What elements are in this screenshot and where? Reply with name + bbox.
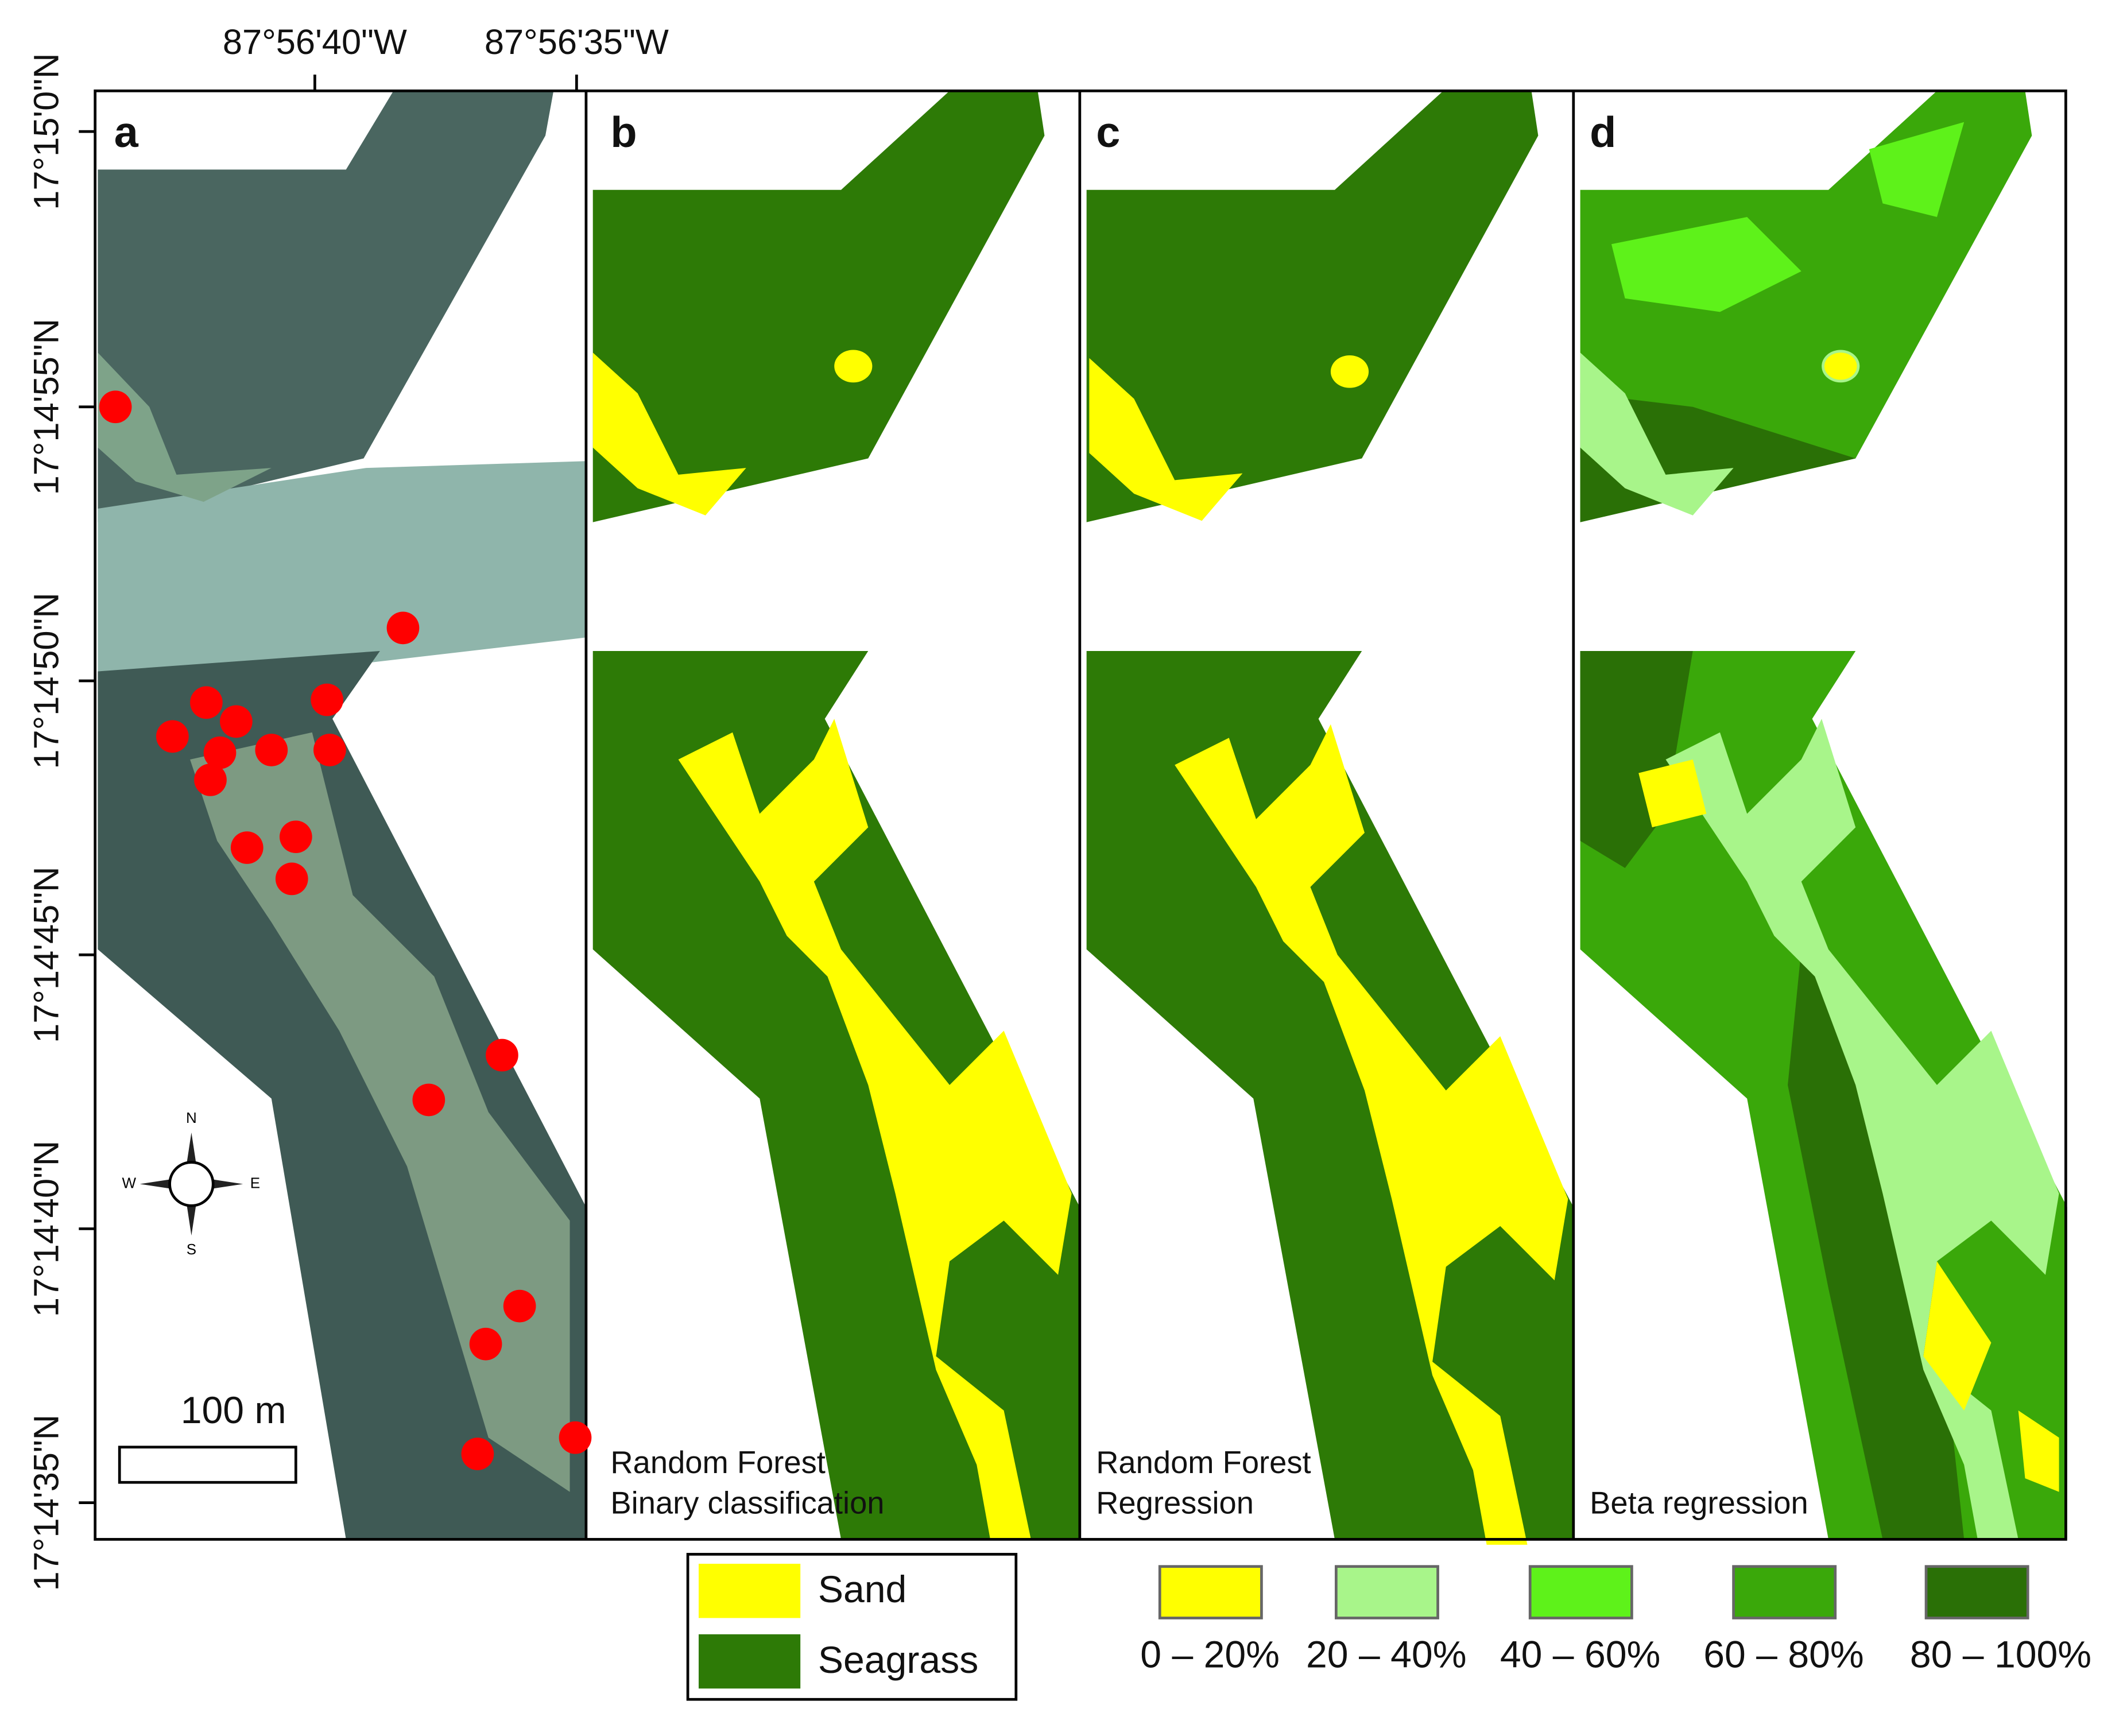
compass: N S W E — [122, 1109, 260, 1258]
sample-point — [279, 820, 312, 854]
legend-swatch — [1158, 1565, 1263, 1619]
map-shape — [190, 732, 570, 1492]
sample-point — [99, 390, 132, 424]
panel-caption: Beta regression — [1590, 1486, 1808, 1521]
legend-label: Sand — [818, 1568, 906, 1611]
panel-a-image — [98, 91, 586, 1540]
panel-caption: Random Forest — [610, 1445, 825, 1480]
panel-caption: Random Forest — [1096, 1445, 1311, 1480]
legend-swatch — [698, 1563, 801, 1618]
cover-high — [1580, 393, 1965, 1540]
sample-point — [230, 831, 264, 864]
latitude-label: 17°14'35"N — [27, 1415, 67, 1591]
legend-swatch — [1528, 1565, 1633, 1619]
legend-swatch — [1924, 1565, 2029, 1619]
panel-b-map — [592, 91, 1080, 1540]
frames — [79, 74, 2067, 1541]
latitude-label: 17°14'55"N — [27, 319, 67, 495]
compass-n: N — [186, 1109, 197, 1126]
cover-mid — [1611, 122, 1965, 312]
compass-w: W — [122, 1174, 136, 1191]
panel-caption: Binary classification — [610, 1486, 884, 1521]
latitude-label: 17°14'50"N — [27, 592, 67, 769]
sample-point — [275, 862, 308, 896]
scale-bar — [118, 1446, 297, 1484]
panel-c-map — [1086, 91, 1574, 1545]
compass-e: E — [250, 1174, 260, 1191]
legend-label: 80 – 100% — [1910, 1633, 2091, 1676]
sample-point — [412, 1083, 445, 1117]
sample-point — [313, 734, 346, 766]
sample-point — [168, 1161, 215, 1207]
legend-label: Seagrass — [818, 1639, 978, 1681]
map-shape — [98, 91, 554, 522]
legend-label: 20 – 40% — [1306, 1633, 1466, 1676]
sample-point — [156, 720, 189, 753]
sample-point — [255, 734, 288, 766]
longitude-label: 87°56'35"W — [485, 22, 669, 62]
panel-caption: Regression — [1096, 1486, 1254, 1521]
sample-point — [486, 1038, 518, 1072]
sample-point — [190, 686, 223, 719]
legend-swatch — [1732, 1565, 1837, 1619]
legend-swatch — [698, 1634, 801, 1689]
map-shape — [98, 352, 272, 502]
legend-label: 40 – 60% — [1500, 1633, 1660, 1676]
panel-letter: b — [610, 108, 637, 157]
legend-swatch — [1334, 1565, 1439, 1619]
sample-point — [203, 736, 237, 769]
latitude-label: 17°14'45"N — [27, 867, 67, 1043]
sample-point — [220, 705, 253, 738]
compass-s: S — [187, 1241, 196, 1258]
sample-point — [503, 1289, 536, 1323]
legend-label: 60 – 80% — [1703, 1633, 1863, 1676]
panel-letter: c — [1096, 108, 1120, 157]
map-shape — [98, 461, 586, 672]
sample-point — [194, 764, 227, 796]
sample-points — [99, 390, 592, 1470]
latitude-label: 17°14'40"N — [27, 1141, 67, 1317]
sample-point — [311, 683, 344, 716]
sample-point — [469, 1327, 502, 1361]
panel-letter: a — [114, 108, 139, 157]
panel-letter: d — [1590, 108, 1616, 157]
sample-point — [461, 1437, 494, 1470]
sample-point — [559, 1421, 592, 1454]
panel-d-map — [1580, 91, 2067, 1540]
scale-bar-label: 100 m — [181, 1389, 286, 1432]
legend-label: 0 – 20% — [1140, 1633, 1280, 1676]
sample-point — [386, 611, 420, 645]
longitude-label: 87°56'40"W — [223, 22, 407, 62]
latitude-label: 17°15'0"N — [27, 53, 67, 210]
